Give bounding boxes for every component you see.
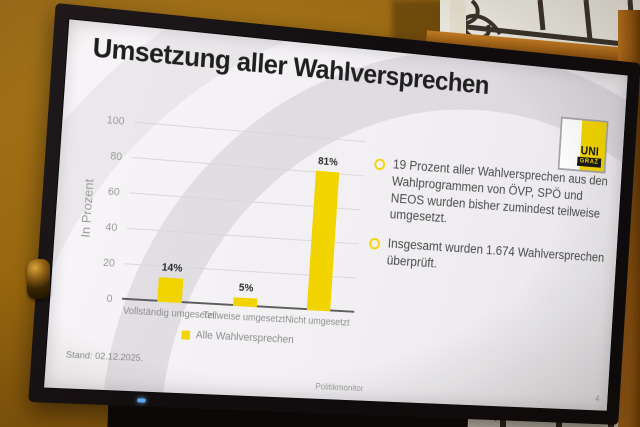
- y-tick-label: 80: [109, 150, 123, 164]
- bar-value-label: 14%: [161, 261, 183, 275]
- bar: [157, 277, 184, 304]
- list-item: Insgesamt wurden 1.674 Wahlversprechen ü…: [368, 234, 610, 283]
- bar-column: 14% Vollständig umgesetzt: [122, 123, 220, 321]
- slide-title: Umsetzung aller Wahlversprechen: [91, 31, 490, 100]
- x-category-label: Teilweise umgesetzt: [202, 310, 286, 326]
- bar-column: 5% Teilweise umgesetzt: [202, 130, 294, 325]
- logo-text: UNI GRAZ: [576, 143, 602, 168]
- presentation-slide: Umsetzung aller Wahlversprechen UNI GRAZ…: [42, 18, 629, 412]
- slide-footer: Politikmonitor: [315, 381, 364, 394]
- window-handle-knob: [27, 259, 50, 299]
- bar: [232, 297, 258, 308]
- bullet-list: 19 Prozent aller Wahlversprechen aus den…: [367, 154, 615, 294]
- logo-uni-text: UNI: [580, 143, 600, 158]
- iron-bar: [537, 0, 546, 31]
- y-tick-label: 0: [106, 292, 113, 306]
- bar-value-label: 81%: [317, 155, 339, 169]
- y-tick-label: 40: [105, 221, 118, 235]
- uni-graz-logo: UNI GRAZ: [557, 116, 609, 174]
- bars-row: 14% Vollständig umgesetzt 5% Teilweise umge…: [122, 123, 366, 329]
- iron-scroll: [465, 0, 480, 25]
- bar: [306, 170, 339, 312]
- power-led-icon: [137, 398, 146, 403]
- bullet-text: Insgesamt wurden 1.674 Wahlversprechen ü…: [386, 236, 605, 271]
- logo-graz-text: GRAZ: [576, 156, 602, 168]
- date-note: Stand: 02.12.2025.: [65, 349, 144, 364]
- bar-column: 81% Nicht umgesetzt: [282, 136, 366, 329]
- bullet-ring-icon: [368, 237, 381, 250]
- iron-bar: [583, 0, 593, 41]
- page-number: 4: [594, 393, 600, 404]
- bullet-ring-icon: [374, 158, 386, 171]
- window-post: [450, 0, 466, 42]
- bar-value-label: 5%: [238, 282, 254, 295]
- plot-area: In Prozent 14% Vollständig umgesetzt 5% Tei…: [78, 114, 366, 329]
- legend-label: Alle Wahlversprechen: [195, 329, 295, 346]
- y-axis-label: In Prozent: [77, 178, 97, 239]
- x-category-label: Nicht umgesetzt: [284, 314, 350, 329]
- y-tick-label: 60: [107, 185, 121, 199]
- x-category-label: Vollständig umgesetzt: [122, 305, 215, 322]
- y-tick-label: 100: [106, 114, 125, 128]
- y-tick-label: 20: [102, 256, 116, 270]
- tv-display: Umsetzung aller Wahlversprechen UNI GRAZ…: [28, 2, 640, 425]
- legend-swatch-icon: [181, 330, 191, 340]
- chart-legend: Alle Wahlversprechen: [119, 325, 352, 348]
